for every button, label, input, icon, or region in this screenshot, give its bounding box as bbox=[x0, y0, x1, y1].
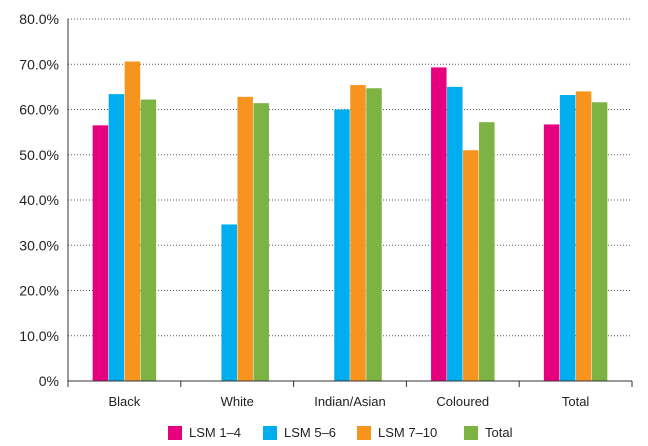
legend-label: Total bbox=[485, 425, 513, 440]
x-category-label: Black bbox=[109, 394, 141, 409]
x-category-label: Total bbox=[562, 394, 590, 409]
bar bbox=[140, 99, 157, 382]
gridlines bbox=[68, 18, 632, 337]
bar bbox=[253, 103, 269, 381]
bars bbox=[92, 61, 608, 382]
x-category-label: White bbox=[221, 394, 254, 409]
legend-label: LSM 5–6 bbox=[284, 425, 336, 440]
y-tick-label: 60.0% bbox=[19, 102, 59, 118]
y-tick-label: 50.0% bbox=[19, 147, 59, 163]
bar bbox=[479, 122, 495, 382]
y-tick-label: 80.0% bbox=[19, 11, 59, 27]
legend-swatch bbox=[168, 426, 182, 440]
x-category-label: Coloured bbox=[436, 394, 489, 409]
bar bbox=[366, 88, 382, 382]
y-tick-label: 10.0% bbox=[19, 328, 59, 344]
bar bbox=[124, 61, 141, 381]
bar bbox=[559, 95, 576, 382]
bar bbox=[575, 91, 592, 382]
legend-swatch bbox=[263, 426, 277, 440]
legend-swatch bbox=[357, 426, 371, 440]
legend-label: LSM 1–4 bbox=[189, 425, 241, 440]
y-tick-label: 40.0% bbox=[19, 192, 59, 208]
bar bbox=[221, 224, 237, 381]
bar bbox=[431, 67, 447, 381]
x-category-label: Indian/Asian bbox=[314, 394, 386, 409]
y-tick-label: 70.0% bbox=[19, 56, 59, 72]
y-tick-label: 30.0% bbox=[19, 237, 59, 253]
bar bbox=[108, 94, 125, 382]
axes: 0% 10.0% 20.0% 30.0% 40.0% 50.0% 60.0% 70.0% 80.… bbox=[19, 11, 633, 409]
bar bbox=[92, 125, 109, 382]
bar bbox=[350, 85, 366, 381]
legend-label: LSM 7–10 bbox=[378, 425, 437, 440]
bar bbox=[447, 86, 463, 381]
bar bbox=[463, 150, 479, 381]
bar bbox=[543, 124, 560, 382]
legend-swatch bbox=[464, 426, 478, 440]
y-tick-label: 20.0% bbox=[19, 283, 59, 299]
bar bbox=[334, 109, 350, 381]
legend: LSM 1–4 LSM 5–6 LSM 7–10 Total bbox=[168, 425, 513, 440]
bar bbox=[237, 96, 253, 381]
y-tick-label: 0% bbox=[39, 373, 59, 389]
bar bbox=[591, 102, 608, 381]
